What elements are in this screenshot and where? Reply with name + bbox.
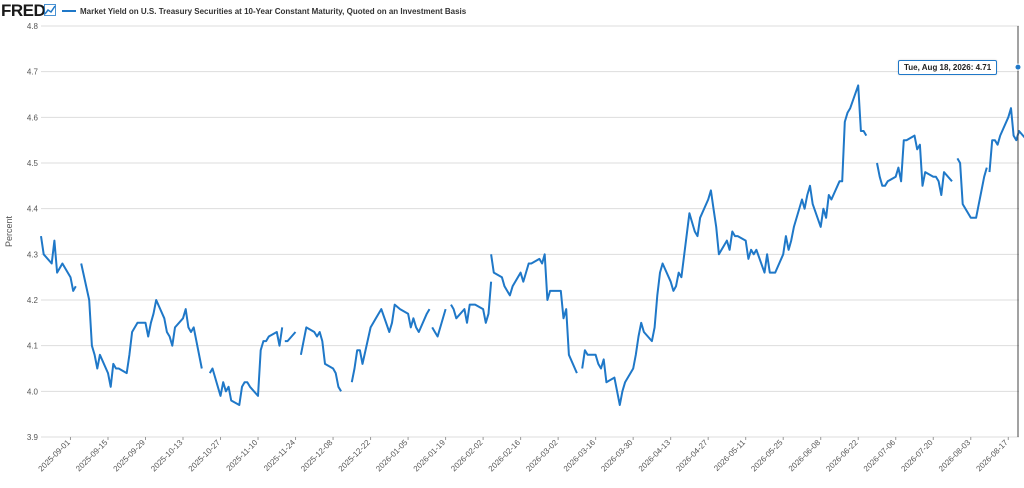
- x-tick-label: 2026-02-16: [487, 438, 523, 474]
- x-tick-label: 2025-11-24: [262, 438, 297, 473]
- x-tick-label: 2025-09-29: [112, 438, 148, 474]
- chart-header: FRED Market Yield on U.S. Treasury Secur…: [0, 0, 1024, 22]
- x-tick-label: 2025-10-13: [149, 438, 185, 474]
- x-tick-label: 2026-03-16: [562, 438, 598, 474]
- x-tick-label: 2025-09-01: [37, 438, 73, 474]
- series-line-segment: [284, 331, 297, 343]
- y-tick-label: 3.9: [27, 433, 39, 442]
- y-tick-label: 4.5: [27, 159, 39, 168]
- series-lines: [40, 84, 1024, 406]
- y-axis: 3.9 4.0 4.1 4.2 4.3 4.4 4.5 4.6 4.7 4.8 Percent: [4, 22, 39, 442]
- series-line-segment: [40, 235, 77, 292]
- x-tick-label: 2026-06-22: [824, 438, 860, 474]
- x-tick-label: 2025-12-08: [299, 438, 335, 474]
- x-tick-label: 2026-01-05: [374, 438, 410, 474]
- x-tick-label: 2026-04-13: [637, 438, 673, 474]
- x-tick-label: 2026-04-27: [674, 438, 710, 474]
- x-tick-label: 2026-05-11: [712, 438, 747, 473]
- tooltip-value: 4.71: [975, 63, 992, 72]
- x-tick-label: 2026-03-02: [524, 438, 560, 474]
- hover-point: [1014, 63, 1022, 71]
- y-tick-label: 4.6: [27, 113, 39, 122]
- series-line-segment: [431, 308, 447, 338]
- x-tick-label: 2026-08-17: [974, 438, 1010, 474]
- series-line-segment: [80, 263, 203, 388]
- series-line-segment: [876, 134, 953, 196]
- grid-lines: [41, 25, 1019, 438]
- x-tick-label: 2026-01-19: [412, 438, 448, 474]
- chart-legend: Market Yield on U.S. Treasury Securities…: [62, 5, 466, 17]
- y-tick-label: 4.1: [27, 342, 39, 351]
- x-axis: 2025-09-01 2025-09-15 2025-09-29 2025-10-13…: [37, 437, 1010, 473]
- y-tick-label: 4.2: [27, 296, 39, 305]
- x-tick-label: 2026-05-25: [749, 438, 785, 474]
- series-line-segment: [490, 253, 578, 374]
- x-tick-label: 2025-10-27: [187, 438, 223, 474]
- line-chart-icon: [44, 4, 56, 16]
- x-tick-label: 2025-12-22: [337, 438, 373, 474]
- x-tick-label: 2026-02-02: [449, 438, 485, 474]
- series-line-segment: [450, 281, 493, 324]
- legend-swatch: [62, 10, 76, 12]
- x-tick-label: 2026-06-08: [787, 438, 823, 474]
- fred-logo[interactable]: FRED: [1, 1, 46, 20]
- series-line-segment: [956, 157, 988, 219]
- series-line-segment: [581, 84, 868, 406]
- hover-tooltip: Tue, Aug 18, 2026: 4.71: [898, 60, 998, 75]
- x-tick-label: 2026-07-20: [899, 438, 935, 474]
- x-tick-label: 2026-08-03: [937, 438, 973, 474]
- hover-markers: [1014, 26, 1022, 437]
- x-tick-label: 2025-11-10: [225, 438, 260, 473]
- tooltip-date: Tue, Aug 18, 2026:: [904, 63, 974, 72]
- y-axis-title: Percent: [4, 215, 14, 247]
- y-tick-label: 4.0: [27, 387, 39, 396]
- series-line-segment: [299, 326, 342, 392]
- x-tick-label: 2025-09-15: [74, 438, 110, 474]
- series-line-segment: [208, 327, 284, 406]
- series-line-segment: [988, 107, 1024, 173]
- x-tick-label: 2026-07-06: [862, 438, 898, 474]
- y-tick-label: 4.8: [27, 22, 39, 31]
- y-tick-label: 4.4: [27, 205, 39, 214]
- y-tick-label: 4.7: [27, 68, 39, 77]
- y-tick-label: 4.3: [27, 250, 39, 259]
- legend-series-label: Market Yield on U.S. Treasury Securities…: [80, 6, 467, 16]
- series-line-segment: [350, 303, 431, 383]
- x-tick-label: 2026-03-30: [599, 438, 635, 474]
